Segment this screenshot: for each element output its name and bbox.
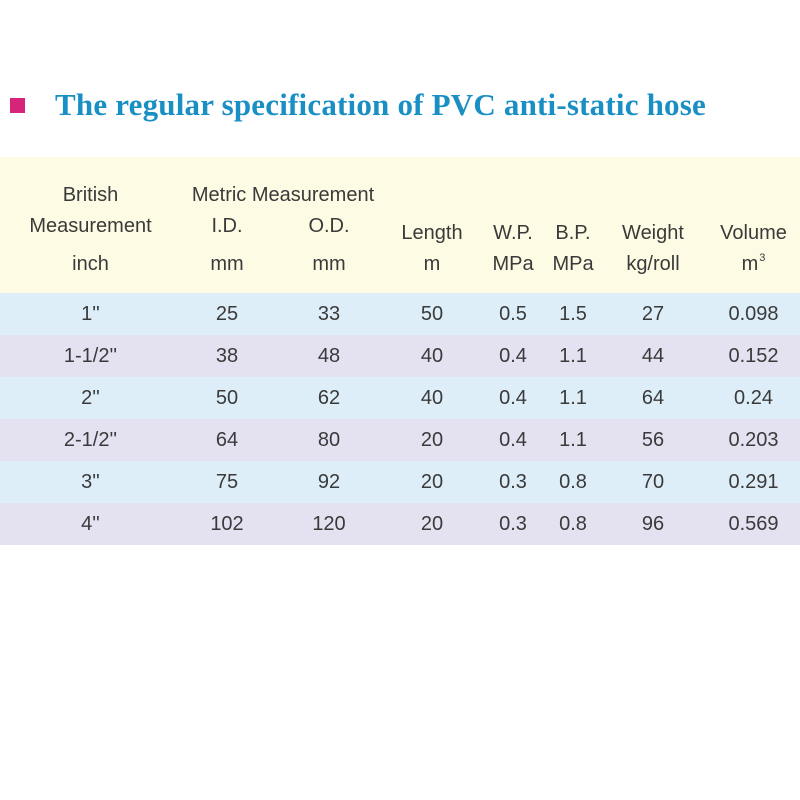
specification-table: British Metric Measurement Length W.P. B… [0,157,800,545]
cell-bp: 1.1 [547,377,599,419]
cell-weight: 27 [599,293,707,335]
table-row: 2'' 50 62 40 0.4 1.1 64 0.24 [0,377,800,419]
cell-weight: 64 [599,377,707,419]
cell-wp: 0.3 [479,461,547,503]
cell-od: 80 [273,419,385,461]
cell-volume: 0.203 [707,419,800,461]
cell-volume: 0.291 [707,461,800,503]
cell-id: 38 [181,335,273,377]
cell-wp: 0.4 [479,419,547,461]
header-wp: W.P. [479,169,547,245]
cell-length: 20 [385,419,479,461]
cell-length: 50 [385,293,479,335]
table-row: 3'' 75 92 20 0.3 0.8 70 0.291 [0,461,800,503]
table-row: 1-1/2'' 38 48 40 0.4 1.1 44 0.152 [0,335,800,377]
cell-id: 75 [181,461,273,503]
cell-length: 40 [385,377,479,419]
table-row: 4'' 102 120 20 0.3 0.8 96 0.569 [0,503,800,545]
cell-id: 50 [181,377,273,419]
cell-wp: 0.5 [479,293,547,335]
header-top-spacer [0,157,800,169]
title-row: The regular specification of PVC anti-st… [8,82,798,128]
unit-weight-kg-roll: kg/roll [599,245,707,283]
unit-wp-mpa: MPa [479,245,547,283]
cell-british-size: 2-1/2'' [0,419,181,461]
cell-length: 20 [385,461,479,503]
unit-volume-exponent: 3 [759,252,766,264]
cell-od: 33 [273,293,385,335]
header-weight: Weight [599,169,707,245]
cell-length: 40 [385,335,479,377]
unit-volume-base: m [741,253,759,275]
unit-id-mm: mm [181,245,273,283]
cell-british-size: 1-1/2'' [0,335,181,377]
header-length-label: Length [401,222,463,244]
cell-wp: 0.4 [479,335,547,377]
unit-bp-mpa: MPa [547,245,599,283]
header-bottom-spacer [0,283,800,293]
cell-british-size: 2'' [0,377,181,419]
cell-weight: 96 [599,503,707,545]
header-bp: B.P. [547,169,599,245]
cell-wp: 0.4 [479,377,547,419]
header-wp-label: W.P. [493,222,533,244]
cell-bp: 0.8 [547,461,599,503]
cell-bp: 1.5 [547,293,599,335]
cell-id: 64 [181,419,273,461]
header-bp-label: B.P. [555,222,591,244]
cell-od: 92 [273,461,385,503]
cell-weight: 44 [599,335,707,377]
cell-volume: 0.569 [707,503,800,545]
cell-od: 120 [273,503,385,545]
header-id: I.D. [181,207,273,245]
cell-weight: 70 [599,461,707,503]
unit-volume-m3: m3 [707,245,800,283]
unit-inch: inch [0,245,181,283]
cell-british-size: 3'' [0,461,181,503]
cell-volume: 0.152 [707,335,800,377]
table-row: 2-1/2'' 64 80 20 0.4 1.1 56 0.203 [0,419,800,461]
unit-od-mm: mm [273,245,385,283]
header-weight-label: Weight [622,222,684,244]
cell-bp: 1.1 [547,335,599,377]
header-british: British [0,169,181,207]
header-volume-label: Volume [720,222,787,244]
cell-british-size: 4'' [0,503,181,545]
cell-od: 62 [273,377,385,419]
cell-length: 20 [385,503,479,545]
cell-british-size: 1'' [0,293,181,335]
cell-id: 102 [181,503,273,545]
header-length: Length [385,169,479,245]
header-volume: Volume [707,169,800,245]
header-measurement: Measurement [0,207,181,245]
table-row: 1'' 25 33 50 0.5 1.5 27 0.098 [0,293,800,335]
cell-id: 25 [181,293,273,335]
cell-volume: 0.24 [707,377,800,419]
bullet-square-icon [10,97,25,113]
cell-volume: 0.098 [707,293,800,335]
header-od: O.D. [273,207,385,245]
cell-wp: 0.3 [479,503,547,545]
cell-od: 48 [273,335,385,377]
cell-bp: 1.1 [547,419,599,461]
cell-bp: 0.8 [547,503,599,545]
page-title: The regular specification of PVC anti-st… [55,87,706,122]
unit-length-m: m [385,245,479,283]
header-metric-measurement: Metric Measurement [181,169,385,207]
cell-weight: 56 [599,419,707,461]
